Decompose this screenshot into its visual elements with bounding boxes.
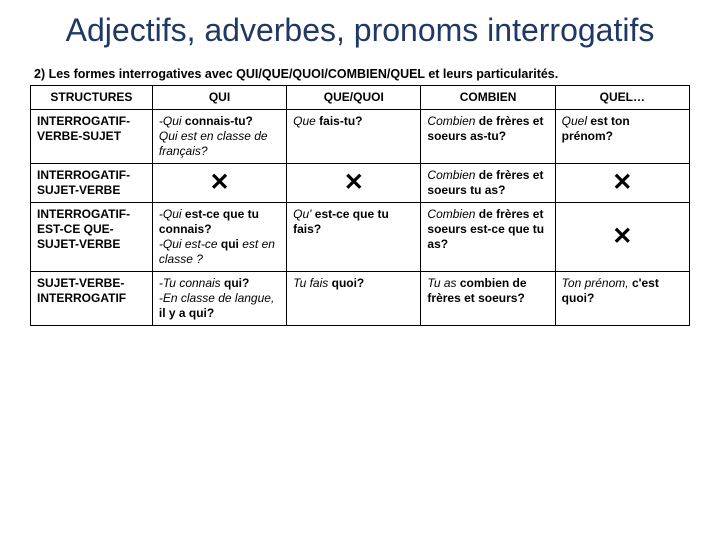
section-subheading: 2) Les formes interrogatives avec QUI/QU…: [34, 67, 690, 81]
text: -En classe de langue,: [159, 291, 274, 305]
cell-x: ✕: [555, 202, 689, 271]
cell-x: ✕: [555, 163, 689, 202]
text: Combien: [427, 114, 478, 128]
text-bold: qui: [221, 237, 239, 251]
text-bold: connais-tu?: [185, 114, 253, 128]
cell-qui: -Qui est-ce que tu connais? -Qui est-ce …: [152, 202, 286, 271]
interrogatives-table: STRUCTURES QUI QUE/QUOI COMBIEN QUEL… IN…: [30, 85, 690, 326]
cell-combien: Combien de frères et soeurs tu as?: [421, 163, 555, 202]
text-bold: quoi?: [332, 276, 365, 290]
cell-combien: Combien de frères et soeurs est-ce que t…: [421, 202, 555, 271]
row-label: INTERROGATIF-VERBE-SUJET: [31, 109, 153, 163]
table-row: INTERROGATIF-VERBE-SUJET -Qui connais-tu…: [31, 109, 690, 163]
text-bold: qui?: [224, 276, 249, 290]
cell-x: ✕: [287, 163, 421, 202]
cell-x: ✕: [152, 163, 286, 202]
cell-que: Qu' est-ce que tu fais?: [287, 202, 421, 271]
cell-quel: Ton prénom, c'est quoi?: [555, 271, 689, 325]
row-label: INTERROGATIF-SUJET-VERBE: [31, 163, 153, 202]
cell-que: Tu fais quoi?: [287, 271, 421, 325]
row-label: INTERROGATIF-EST-CE QUE-SUJET-VERBE: [31, 202, 153, 271]
text: Qu': [293, 207, 315, 221]
text: -Qui: [159, 114, 185, 128]
text: Tu as: [427, 276, 459, 290]
col-structures: STRUCTURES: [31, 85, 153, 109]
table-row: INTERROGATIF-EST-CE QUE-SUJET-VERBE -Qui…: [31, 202, 690, 271]
text: Combien: [427, 168, 478, 182]
cell-que: Que fais-tu?: [287, 109, 421, 163]
page-title: Adjectifs, adverbes, pronoms interrogati…: [30, 12, 690, 49]
text-bold: fais-tu?: [319, 114, 362, 128]
cell-combien: Combien de frères et soeurs as-tu?: [421, 109, 555, 163]
cell-quel: Quel est ton prénom?: [555, 109, 689, 163]
cell-qui: -Tu connais qui? -En classe de langue, i…: [152, 271, 286, 325]
cell-qui: -Qui connais-tu? Qui est en classe de fr…: [152, 109, 286, 163]
text: Que: [293, 114, 319, 128]
text: -Qui: [159, 207, 185, 221]
row-label: SUJET-VERBE-INTERROGATIF: [31, 271, 153, 325]
header-row: STRUCTURES QUI QUE/QUOI COMBIEN QUEL…: [31, 85, 690, 109]
col-qui: QUI: [152, 85, 286, 109]
table-row: SUJET-VERBE-INTERROGATIF -Tu connais qui…: [31, 271, 690, 325]
text: Tu fais: [293, 276, 331, 290]
text: -Tu connais: [159, 276, 224, 290]
text: Quel: [562, 114, 591, 128]
table-row: INTERROGATIF-SUJET-VERBE ✕ ✕ Combien de …: [31, 163, 690, 202]
text: -Qui est-ce: [159, 237, 221, 251]
col-que: QUE/QUOI: [287, 85, 421, 109]
text: Qui est en classe de français?: [159, 129, 268, 158]
col-combien: COMBIEN: [421, 85, 555, 109]
text-bold: il y a qui?: [159, 306, 214, 320]
cell-combien: Tu as combien de frères et soeurs?: [421, 271, 555, 325]
text: Combien: [427, 207, 478, 221]
text: Ton prénom,: [562, 276, 632, 290]
col-quel: QUEL…: [555, 85, 689, 109]
